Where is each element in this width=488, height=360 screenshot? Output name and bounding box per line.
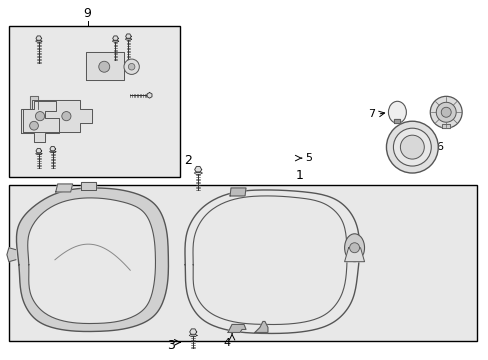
Polygon shape xyxy=(7,248,16,262)
Text: 2: 2 xyxy=(184,154,192,167)
Circle shape xyxy=(36,112,44,121)
Polygon shape xyxy=(189,329,196,335)
Circle shape xyxy=(99,61,109,72)
Polygon shape xyxy=(147,93,152,98)
Text: 8: 8 xyxy=(432,105,439,115)
Text: 6: 6 xyxy=(435,142,442,152)
Polygon shape xyxy=(50,147,56,151)
Polygon shape xyxy=(344,248,364,262)
Circle shape xyxy=(30,121,39,130)
Circle shape xyxy=(393,128,430,166)
Text: 4: 4 xyxy=(223,338,230,348)
Polygon shape xyxy=(81,182,95,190)
Polygon shape xyxy=(229,188,245,196)
Circle shape xyxy=(440,107,450,117)
Circle shape xyxy=(435,102,455,122)
FancyBboxPatch shape xyxy=(9,185,476,341)
Polygon shape xyxy=(21,100,59,142)
Polygon shape xyxy=(85,53,124,80)
Circle shape xyxy=(400,135,424,159)
Polygon shape xyxy=(36,148,41,153)
Text: 7: 7 xyxy=(367,109,375,119)
Circle shape xyxy=(61,112,71,121)
Ellipse shape xyxy=(387,101,406,123)
Polygon shape xyxy=(112,36,118,41)
Polygon shape xyxy=(227,324,245,332)
Circle shape xyxy=(349,243,359,253)
Polygon shape xyxy=(30,96,39,109)
Polygon shape xyxy=(124,62,125,71)
FancyBboxPatch shape xyxy=(9,26,180,177)
Circle shape xyxy=(128,63,135,70)
Polygon shape xyxy=(28,198,155,324)
Polygon shape xyxy=(17,188,168,332)
Polygon shape xyxy=(394,119,400,123)
Polygon shape xyxy=(125,34,131,39)
Circle shape xyxy=(429,96,461,128)
Polygon shape xyxy=(441,124,449,128)
Polygon shape xyxy=(36,36,41,41)
Polygon shape xyxy=(56,184,73,192)
Circle shape xyxy=(124,59,139,75)
Text: 5: 5 xyxy=(304,153,311,163)
Polygon shape xyxy=(184,190,359,333)
Ellipse shape xyxy=(344,234,364,262)
Polygon shape xyxy=(254,321,267,332)
Polygon shape xyxy=(23,100,91,132)
Text: 3: 3 xyxy=(167,339,175,352)
Polygon shape xyxy=(194,167,201,172)
Text: 9: 9 xyxy=(83,6,91,20)
Circle shape xyxy=(386,121,437,173)
Text: 1: 1 xyxy=(295,169,303,182)
